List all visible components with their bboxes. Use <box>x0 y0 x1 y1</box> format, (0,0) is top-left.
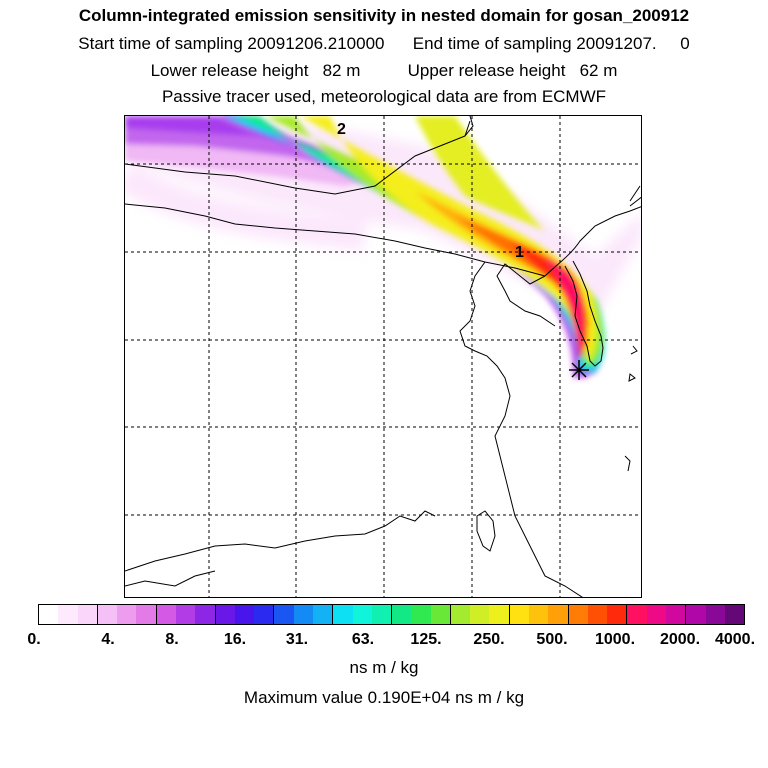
colorbar-segment <box>117 605 137 624</box>
tick-label: 2000. <box>659 631 701 648</box>
plot-title: Column-integrated emission sensitivity i… <box>78 6 690 25</box>
tick-label: 1000. <box>594 631 636 648</box>
colorbar-segment <box>156 605 176 624</box>
tick-label: 16. <box>223 631 247 648</box>
colorbar-segment <box>607 605 628 624</box>
tracer-info: Passive tracer used, meteorological data… <box>161 87 607 106</box>
colorbar-segment <box>430 605 451 624</box>
grid-lines <box>125 116 641 597</box>
colorbar-segment <box>686 605 706 624</box>
tick-label: 4. <box>101 631 115 648</box>
maximum-value: Maximum value 0.190E+04 ns m / kg <box>243 688 525 707</box>
sampling-times: Start time of sampling 20091206.210000 E… <box>78 34 690 53</box>
colorbar-segment <box>646 605 666 624</box>
trajectory-marker-2: 2 <box>337 121 346 138</box>
colorbar-segment <box>509 605 530 624</box>
tick-label: 4000. <box>714 631 756 648</box>
colorbar-unit: ns m / kg <box>349 658 419 677</box>
colorbar-segment <box>352 605 372 624</box>
colorbar-segment <box>529 605 549 624</box>
colorbar-segment <box>392 605 412 624</box>
colorbar-segment <box>254 605 275 624</box>
colorbar-segment <box>274 605 294 624</box>
colorbar-segment <box>489 605 510 624</box>
tick-label: 8. <box>165 631 179 648</box>
tick-label: 125. <box>410 631 442 648</box>
colorbar-segment <box>215 605 235 624</box>
tick-label: 0. <box>27 631 41 648</box>
colorbar-segment <box>411 605 431 624</box>
colorbar-segment <box>175 605 196 624</box>
tick-label: 500. <box>536 631 568 648</box>
map-svg: 2 1 <box>125 116 641 597</box>
colorbar-segment <box>136 605 157 624</box>
release-heights: Lower release height 82 m Upper release … <box>150 61 618 80</box>
tick-label: 250. <box>473 631 505 648</box>
colorbar-segment <box>77 605 98 624</box>
colorbar-segment <box>724 605 745 624</box>
tick-label: 63. <box>351 631 375 648</box>
colorbar-segment <box>548 605 569 624</box>
colorbar-segment <box>293 605 313 624</box>
colorbar-segment <box>97 605 118 624</box>
colorbar-segment <box>371 605 393 624</box>
colorbar-segment <box>587 605 608 624</box>
colorbar-segment <box>568 605 588 624</box>
station-star-icon <box>569 360 589 380</box>
trajectory-marker-1: 1 <box>515 244 524 261</box>
colorbar-segment <box>666 605 687 624</box>
colorbar-segment <box>470 605 490 624</box>
colorbar-segment <box>195 605 216 624</box>
colorbar-segment <box>705 605 725 624</box>
colorbar-segment <box>39 605 59 624</box>
sensitivity-map: 2 1 <box>124 115 642 598</box>
colorbar-segment <box>234 605 255 624</box>
colorbar-segment <box>627 605 647 624</box>
colorbar-segment <box>450 605 471 624</box>
tick-label: 31. <box>285 631 309 648</box>
colorbar-segment <box>333 605 353 624</box>
colorbar-segment <box>312 605 334 624</box>
colorbar <box>38 604 745 625</box>
colorbar-segment <box>58 605 78 624</box>
